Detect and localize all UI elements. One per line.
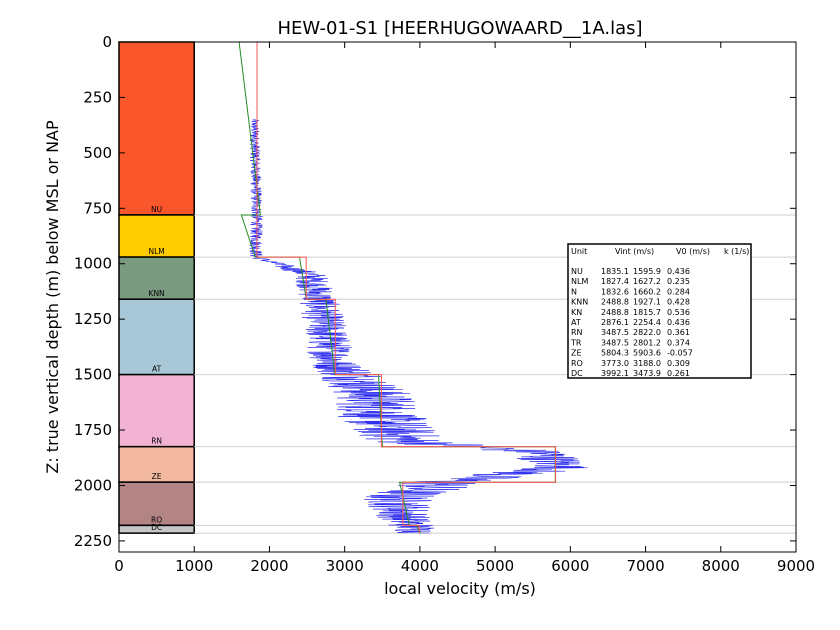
x-tick-label: 9000: [777, 557, 815, 575]
unit-label-rn: RN: [151, 437, 162, 446]
table-cell: NLM: [571, 277, 588, 286]
unit-block-nu: [118, 41, 195, 216]
table-cell: 1627.2: [633, 277, 661, 286]
table-cell: 1660.2: [633, 287, 661, 296]
x-tick-label: 6000: [551, 557, 589, 575]
table-cell: 0.284: [667, 287, 690, 296]
table-cell: 1927.1: [633, 298, 661, 307]
x-tick-label: 3000: [326, 557, 364, 575]
x-tick-label: 8000: [702, 557, 740, 575]
y-tick-label: 750: [83, 199, 112, 217]
table-cell: 2254.4: [633, 318, 661, 327]
unit-label-nu: NU: [151, 205, 162, 214]
velocity-table: Unit Vint (m/s) V0 (m/s) k (1/s) NU 1835.1 159…: [567, 243, 752, 379]
x-tick-label: 0: [114, 557, 124, 575]
table-cell: 2822.0: [633, 328, 661, 337]
table-cell: 0.309: [667, 359, 690, 368]
table-cell: 1815.7: [633, 308, 661, 317]
table-cell: 0.536: [667, 308, 690, 317]
table-cell: TR: [570, 338, 582, 347]
x-tick-label: 4000: [401, 557, 439, 575]
table-cell: 0.436: [667, 318, 690, 327]
x-tick-label: 1000: [175, 557, 213, 575]
table-cell: 0.436: [667, 267, 690, 276]
table-cell: 2488.8: [601, 308, 629, 317]
unit-label-knn: KNN: [149, 289, 165, 298]
unit-block-rn: [118, 373, 195, 448]
y-axis-label: Z: true vertical depth (m) below MSL or …: [43, 120, 62, 474]
table-cell: NU: [571, 267, 583, 276]
table-box: [567, 243, 752, 379]
table-header-cell: V0 (m/s): [676, 247, 710, 256]
y-tick-label: 500: [83, 144, 112, 162]
table-cell: DC: [571, 369, 583, 378]
x-axis: 0 1000 2000 3000 4000 5000 6000 7000 8000 9000: [114, 42, 815, 575]
table-cell: ZE: [571, 349, 582, 358]
table-cell: 2876.1: [601, 318, 629, 327]
table-cell: KN: [571, 308, 582, 317]
table-cell: 0.261: [667, 369, 690, 378]
table-cell: KNN: [571, 298, 588, 307]
model-velocity-line: [238, 41, 556, 534]
table-cell: 1827.4: [601, 277, 629, 286]
y-tick-label: 1250: [74, 310, 112, 328]
unit-label-at: AT: [152, 365, 162, 374]
table-cell: 2488.8: [601, 298, 629, 307]
unit-block-at: [118, 298, 195, 376]
table-cell: 5804.3: [601, 349, 629, 358]
table-cell: 0.374: [667, 338, 690, 347]
x-tick-label: 2000: [250, 557, 288, 575]
table-cell: 3487.5: [601, 338, 629, 347]
table-cell: AT: [571, 318, 581, 327]
table-cell: 5903.6: [633, 349, 661, 358]
y-tick-label: 0: [102, 33, 112, 51]
table-cell: -0.057: [667, 349, 693, 358]
x-tick-label: 7000: [626, 557, 664, 575]
x-tick-label: 5000: [476, 557, 514, 575]
table-cell: 3487.5: [601, 328, 629, 337]
table-cell: 1595.9: [633, 267, 661, 276]
plot-frame: [118, 41, 797, 553]
y-tick-label: 2250: [74, 532, 112, 550]
table-cell: RN: [571, 328, 583, 337]
table-cell: RO: [571, 359, 583, 368]
interval-velocity-line: [256, 42, 557, 534]
x-axis-label: local velocity (m/s): [384, 579, 536, 598]
table-cell: 2801.2: [633, 338, 661, 347]
y-tick-label: 1750: [74, 421, 112, 439]
unit-label-nlm: NLM: [148, 247, 164, 256]
table-cell: 3473.9: [633, 369, 661, 378]
table-header-cell: Vint (m/s): [615, 247, 654, 256]
table-cell: 3773.0: [601, 359, 629, 368]
table-cell: 3992.1: [601, 369, 629, 378]
unit-label-dc: DC: [151, 523, 162, 532]
table-cell: 0.428: [667, 298, 690, 307]
model-velocity-series: [238, 41, 556, 534]
chart-title: HEW-01-S1 [HEERHUGOWAARD__1A.las]: [277, 18, 642, 39]
unit-label-ro: RO: [151, 515, 162, 524]
log-velocity-line: [249, 119, 588, 534]
y-tick-label: 1000: [74, 255, 112, 273]
y-tick-label: 2000: [74, 476, 112, 494]
unit-block-ze: [118, 445, 195, 483]
unit-block-knn: [118, 256, 195, 300]
table-cell: 0.235: [667, 277, 690, 286]
table-cell: 1832.6: [601, 287, 629, 296]
y-tick-label: 250: [83, 88, 112, 106]
y-axis: 0 250 500 750 1000 1250 1500 1750 2000 2250: [74, 33, 796, 550]
table-cell: 0.361: [667, 328, 690, 337]
y-tick-label: 1500: [74, 366, 112, 384]
interval-velocity-series: [256, 42, 557, 534]
table-header-cell: Unit: [571, 247, 587, 256]
unit-label-ze: ZE: [152, 472, 162, 481]
log-velocity-series: [249, 119, 588, 534]
table-cell: N: [571, 287, 577, 296]
table-cell: 1835.1: [601, 267, 629, 276]
table-cell: 3188.0: [633, 359, 661, 368]
table-header-cell: k (1/s): [724, 247, 749, 256]
